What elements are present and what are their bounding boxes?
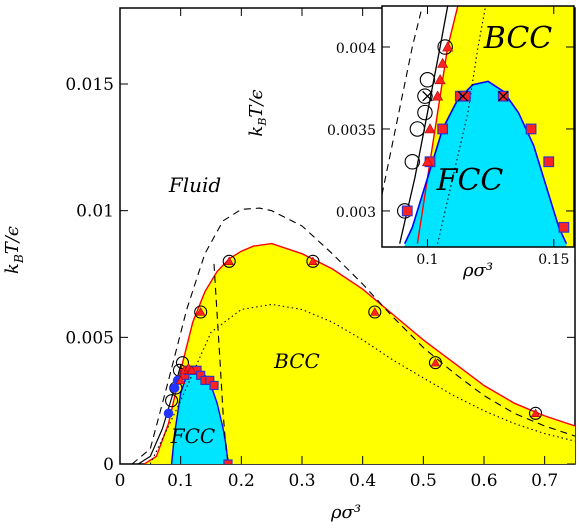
- fcc-region: [171, 369, 228, 464]
- inset-cross-marker: [457, 90, 469, 102]
- main-xtick-label: 0.7: [531, 471, 558, 491]
- dashed-vertical: [213, 263, 230, 464]
- inset-ylabel: kBT/ϵ: [246, 89, 269, 136]
- inset-triangle-marker: [437, 57, 449, 68]
- main-open-circle-marker: [222, 254, 236, 268]
- main-ytick-label: 0: [103, 455, 114, 475]
- main-xtick-label: 0: [115, 471, 126, 491]
- main-markers: [163, 254, 543, 464]
- main-regions: [131, 207, 575, 464]
- inset-square-marker: [543, 156, 555, 168]
- main-open-circle-marker: [194, 305, 208, 319]
- main-ytick-label: 0.005: [65, 328, 114, 348]
- main-triangle-marker: [224, 256, 234, 265]
- inset-open-circle-marker: [417, 88, 433, 104]
- main-triangle-marker: [186, 365, 197, 374]
- main-open-circle-marker: [368, 305, 382, 319]
- inset-bcc-fcc-boundary: [403, 80, 568, 245]
- inset-square-marker: [401, 205, 413, 217]
- main-xtick-label: 0.5: [410, 471, 437, 491]
- inset-open-circle-marker: [419, 72, 436, 88]
- inset-open-circle-marker: [404, 153, 421, 170]
- main-xtick-label: 0.2: [228, 471, 255, 491]
- inset-fcc-label: FCC: [436, 163, 504, 198]
- inset-triangle-marker: [421, 156, 434, 167]
- inset-ytick-label: 0.003: [336, 205, 376, 221]
- inset-cross-marker: [498, 90, 509, 102]
- inset-bcc-label: BCC: [483, 21, 553, 56]
- main-blue-circle-marker: [169, 383, 180, 393]
- bcc-label: BCC: [273, 349, 320, 373]
- inset-square-marker: [525, 123, 537, 135]
- main-triangle-marker: [308, 256, 318, 265]
- main-open-circle-marker: [529, 406, 543, 420]
- inset-triangle-marker: [442, 41, 454, 52]
- inset-triangle-marker: [434, 74, 446, 85]
- main-triangle-marker: [370, 307, 380, 316]
- inset-open-circle-marker: [409, 121, 426, 137]
- main-square-marker: [223, 459, 233, 464]
- main-open-circle-marker: [165, 394, 179, 408]
- inset-triangle-marker: [432, 90, 444, 101]
- inset-dashed-curve: [382, 6, 423, 195]
- main-ylabel: kBT/ϵ: [2, 226, 26, 274]
- main-xtick-label: 0.6: [470, 471, 497, 491]
- inset-markers: [396, 39, 570, 233]
- fcc-label: FCC: [170, 424, 215, 448]
- inset-square-marker: [459, 90, 471, 102]
- main-xlabel: ρσ³: [330, 502, 361, 523]
- inset-ytick-label: 0.004: [336, 41, 376, 57]
- main-triangle-marker: [175, 375, 186, 385]
- inset-axes: 0.1 0.15 0.003 0.0035 0.004: [327, 6, 574, 268]
- dotted-curve: [149, 303, 575, 464]
- inset-square-marker: [437, 123, 449, 135]
- inset-open-circle-marker: [417, 104, 433, 121]
- inset-square-marker: [558, 221, 570, 233]
- fluid-bcc-boundary: [143, 242, 575, 464]
- main-triangle-marker: [430, 357, 441, 367]
- inset-solid-left-boundary: [399, 6, 449, 244]
- inset-ytick-label: 0.0035: [327, 123, 376, 139]
- main-ytick-label: 0.015: [65, 75, 114, 95]
- dashed-curve: [131, 207, 575, 464]
- inset-fcc-region: [404, 81, 567, 247]
- main-xtick-label: 0.4: [349, 471, 376, 491]
- inset-xtick-label: 0.15: [538, 252, 569, 268]
- fluid-label: Fluid: [168, 173, 221, 197]
- bcc-region: [144, 243, 575, 464]
- main-ytick-label: 0.01: [76, 202, 114, 222]
- inset-regions: [382, 6, 574, 247]
- main-square-marker: [209, 380, 219, 391]
- main-open-circle-marker: [175, 356, 190, 370]
- main-xtick-label: 0.1: [167, 471, 194, 491]
- inset-triangle-marker: [424, 123, 436, 134]
- main-axes: 0 0.1 0.2 0.3 0.4 0.5 0.6 0.7 0 0.005 0.01 0.015: [65, 8, 575, 491]
- main-blue-circle-marker: [163, 408, 174, 419]
- inset-fluid-bcc-boundary: [416, 6, 459, 244]
- inset-xtick-label: 0.1: [416, 252, 438, 268]
- inset-frame: [381, 5, 575, 248]
- main-triangle-marker: [195, 307, 206, 316]
- main-open-circle-marker: [306, 254, 320, 268]
- main-triangle-marker: [530, 408, 541, 417]
- inset-cross-marker: [422, 90, 433, 102]
- main-open-circle-marker: [428, 356, 443, 370]
- inset-open-circle-marker: [437, 39, 453, 55]
- main-xtick-label: 0.3: [288, 471, 315, 491]
- inset-xlabel: ρσ³: [462, 260, 493, 281]
